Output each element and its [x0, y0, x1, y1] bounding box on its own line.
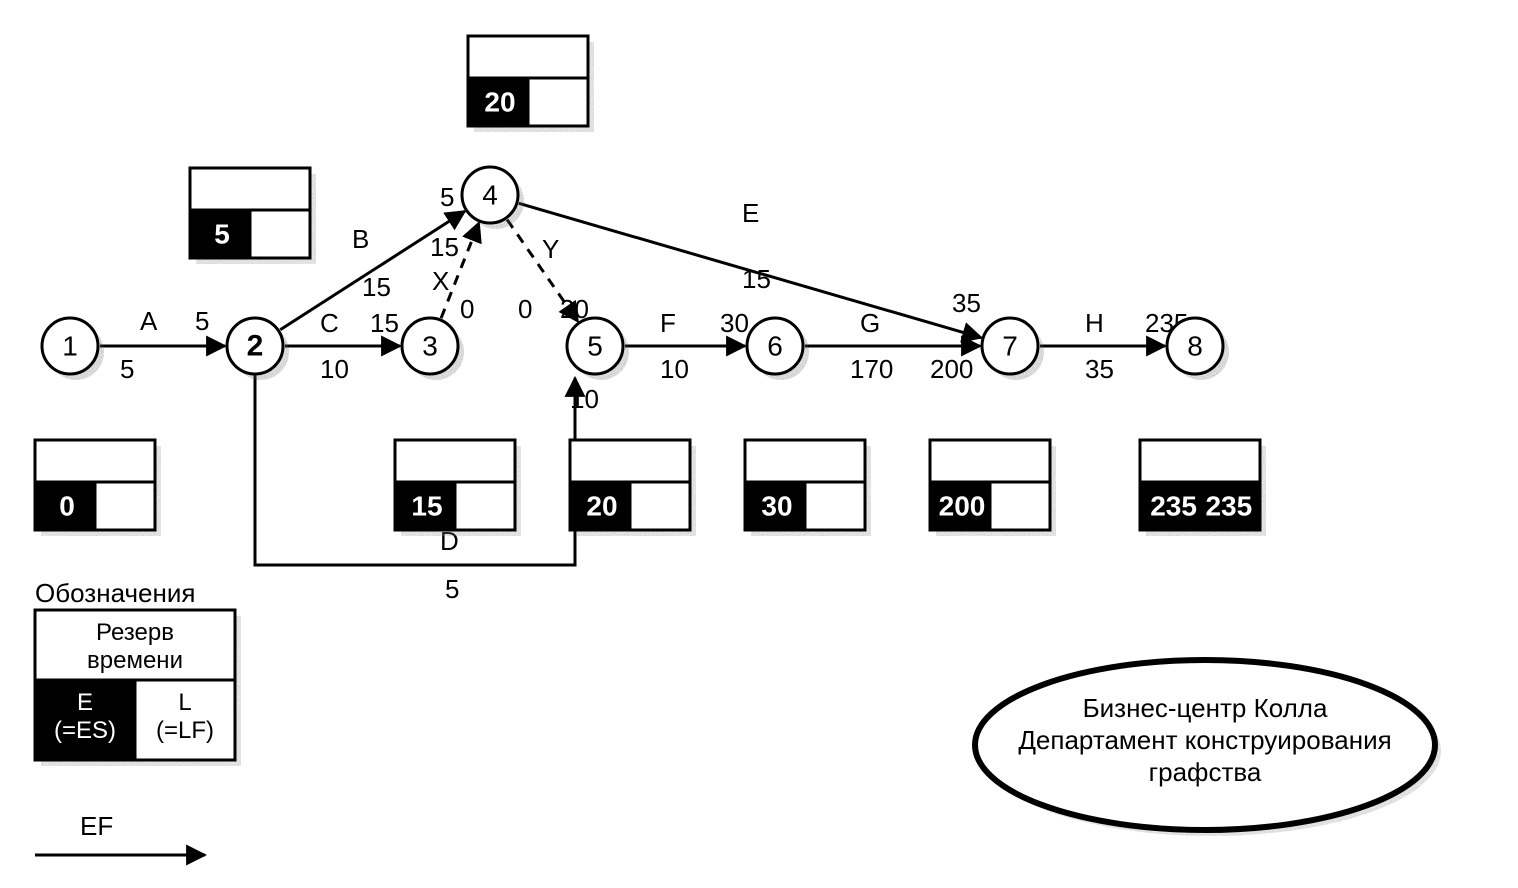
infobox-e-4: 20 [586, 491, 617, 522]
node-label-1: 1 [62, 331, 78, 362]
edge-time-E: 35 [952, 288, 981, 318]
org-line1: Бизнес-центр Колла [1083, 693, 1328, 723]
node-label-5: 5 [587, 331, 603, 362]
edge-time-X: 15 [430, 232, 459, 262]
legend-ef: EF [80, 811, 113, 841]
infobox-e-0: 0 [59, 491, 75, 522]
edge-time-A: 5 [195, 306, 209, 336]
legend-title: Обозначения [35, 578, 195, 608]
edge-dur-F: 10 [660, 354, 689, 384]
infobox-e-5: 30 [761, 491, 792, 522]
infobox-e-3: 15 [411, 491, 442, 522]
infobox-e-6: 200 [939, 491, 986, 522]
infobox-e-2: 20 [484, 87, 515, 118]
edge-label-H: H [1085, 308, 1104, 338]
edge-label-B: B [352, 224, 369, 254]
legend-reserve1: Резерв [96, 619, 174, 646]
node-label-2: 2 [247, 330, 264, 363]
edge-label-X: X [432, 266, 449, 296]
network-diagram: D5A55C1015B155X015Y020E1535F1030G170H352… [0, 0, 1518, 888]
infobox-e-1: 5 [214, 219, 230, 250]
edge-dur-D: 5 [445, 574, 459, 604]
legend-l1: L [178, 689, 191, 716]
legend-e2: (=ES) [54, 717, 116, 744]
edge-dur-G: 170 [850, 354, 893, 384]
edge-label-F: F [660, 308, 676, 338]
edge-label-Y: Y [542, 234, 559, 264]
edge-label-G: G [860, 308, 880, 338]
edge-dur-H: 35 [1085, 354, 1114, 384]
node-label-4: 4 [482, 180, 498, 211]
infobox-e-7: 235 [1150, 491, 1197, 522]
infobox-l-7: 235 [1205, 491, 1252, 522]
extra-label-1: 10 [570, 384, 599, 414]
edge-dur-X: 0 [460, 294, 474, 324]
legend-reserve2: времени [87, 647, 183, 674]
org-line3: графства [1149, 757, 1262, 787]
edge-label-A: A [140, 306, 158, 336]
edge-dur-C: 10 [320, 354, 349, 384]
node-label-3: 3 [422, 331, 438, 362]
extra-label-0: 200 [930, 354, 973, 384]
node-label-7: 7 [1002, 331, 1018, 362]
edge-dur-A: 5 [120, 354, 134, 384]
edge-dur-B: 15 [362, 272, 391, 302]
edge-time-F: 30 [720, 308, 749, 338]
legend-e1: E [77, 689, 93, 716]
node-label-6: 6 [767, 331, 783, 362]
legend-l2: (=LF) [156, 717, 214, 744]
edge-label-C: C [320, 308, 339, 338]
edge-label-E: E [742, 198, 759, 228]
edge-dur-E: 15 [742, 264, 771, 294]
node-label-8: 8 [1187, 331, 1203, 362]
edge-dur-Y: 0 [518, 294, 532, 324]
edge-time-C: 15 [370, 308, 399, 338]
org-line2: Департамент конструирования [1018, 725, 1391, 755]
edge-time-B: 5 [440, 182, 454, 212]
